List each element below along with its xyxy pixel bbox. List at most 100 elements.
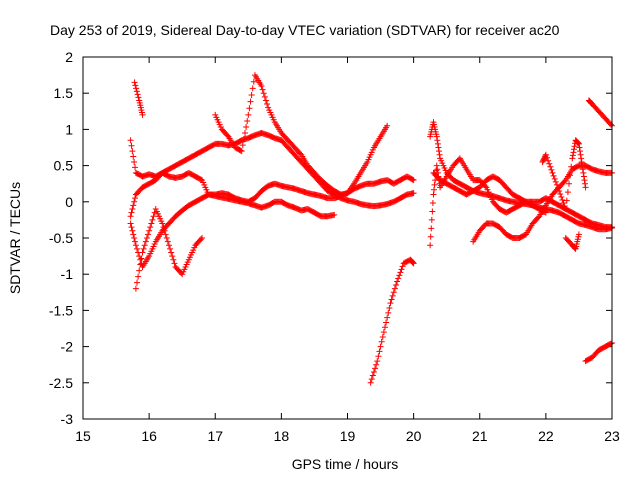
data-point: [607, 340, 614, 347]
data-point: [381, 324, 388, 331]
data-point: [131, 158, 138, 165]
data-point: [569, 152, 576, 159]
data-point: [378, 338, 385, 345]
data-point: [380, 329, 387, 336]
data-point: [391, 285, 398, 292]
data-point: [567, 172, 574, 179]
data-point: [410, 260, 417, 267]
data-point: [429, 208, 436, 215]
plot-frame: [82, 56, 613, 420]
data-point: [141, 242, 148, 249]
data-point: [129, 148, 136, 155]
data-point: [546, 160, 553, 167]
data-point: [134, 279, 141, 286]
data-point: [127, 213, 134, 220]
data-point: [244, 117, 251, 124]
data-point: [247, 98, 254, 105]
data-point: [133, 88, 140, 95]
series-s14: [585, 97, 615, 129]
series-s11: [430, 169, 549, 216]
y-tick-label: -3: [61, 411, 74, 427]
data-point: [578, 155, 585, 162]
data-point: [132, 285, 139, 292]
data-point: [248, 92, 255, 99]
data-point: [130, 153, 137, 160]
data-point: [545, 157, 552, 164]
series-s6: [212, 72, 391, 198]
data-point: [541, 209, 548, 216]
series-s9: [427, 119, 615, 233]
data-point: [552, 178, 559, 185]
series-s15: [582, 339, 615, 365]
data-point: [258, 82, 265, 89]
data-point: [535, 214, 542, 221]
data-point: [129, 206, 136, 213]
data-point: [168, 249, 175, 256]
x-tick-labels: 15 16 17 18 19 20 21 22 23: [75, 428, 620, 444]
data-point: [433, 133, 440, 140]
y-tick-label: -2: [61, 339, 74, 355]
data-point: [566, 180, 573, 187]
data-point: [550, 172, 557, 179]
data-point: [131, 235, 138, 241]
data-point: [249, 85, 256, 92]
chart-title: Day 253 of 2019, Sidereal Day-to-day VTE…: [50, 22, 560, 38]
data-point: [246, 105, 253, 112]
data-point: [369, 372, 376, 379]
data-point: [576, 144, 583, 151]
data-point: [376, 348, 383, 355]
data-point: [434, 140, 441, 147]
data-point: [563, 197, 570, 204]
data-point: [169, 253, 176, 260]
data-point: [427, 233, 434, 240]
data-point: [581, 177, 588, 184]
series-s3: [127, 191, 338, 270]
data-point: [385, 309, 392, 316]
data-point: [297, 150, 304, 157]
y-tick-label: -1: [61, 266, 74, 282]
data-point: [577, 151, 584, 158]
data-point: [161, 227, 168, 234]
data-point: [559, 196, 566, 203]
data-point: [239, 142, 246, 149]
data-point: [430, 191, 437, 198]
data-point: [428, 225, 435, 232]
series-s5: [131, 79, 146, 118]
data-point: [150, 213, 157, 220]
data-point: [138, 255, 145, 262]
data-point: [398, 266, 405, 273]
x-tick-label: 21: [472, 428, 488, 444]
data-point: [171, 260, 178, 267]
series-s13: [562, 231, 582, 252]
data-point: [163, 235, 170, 241]
data-point: [377, 343, 384, 350]
data-point: [132, 82, 139, 89]
data-point: [568, 163, 575, 170]
data-point: [145, 231, 152, 238]
data-point: [128, 209, 135, 216]
data-point: [542, 209, 549, 216]
data-point: [148, 220, 155, 227]
data-point: [372, 365, 379, 372]
data-point: [375, 353, 382, 360]
data-point: [133, 85, 140, 92]
x-tick-label: 23: [604, 428, 620, 444]
data-point: [237, 147, 244, 154]
series-s4: [132, 206, 206, 292]
data-point: [132, 195, 139, 202]
data-point: [435, 144, 442, 151]
data-point: [560, 200, 567, 207]
y-tick-label: -2.5: [49, 375, 73, 391]
data-point: [370, 368, 377, 375]
y-axis-label: SDTVAR / TECUs: [7, 182, 23, 294]
data-point: [582, 184, 589, 191]
data-point: [396, 272, 403, 279]
data-point: [242, 130, 249, 137]
data-point: [127, 220, 134, 227]
data-point: [579, 166, 586, 173]
data-point: [579, 162, 586, 169]
data-point: [427, 242, 434, 249]
data-point: [245, 111, 252, 118]
data-point: [131, 79, 138, 86]
data-point: [136, 267, 143, 274]
